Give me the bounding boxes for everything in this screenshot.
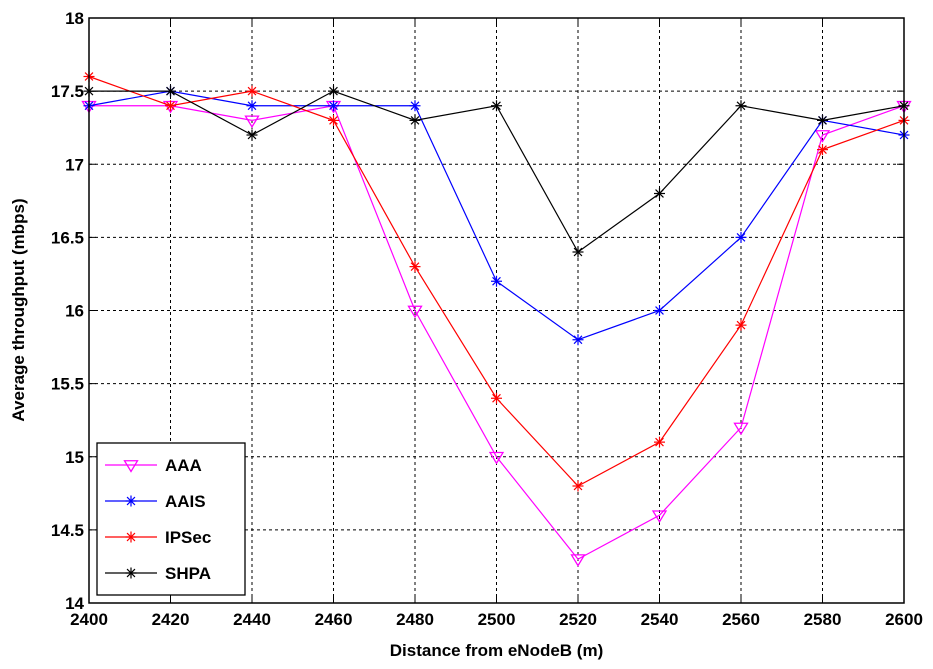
x-tick-label: 2500 xyxy=(478,610,516,629)
data-point-ipsec xyxy=(409,261,421,273)
x-tick-label: 2420 xyxy=(152,610,190,629)
x-tick-label: 2520 xyxy=(559,610,597,629)
data-point-aais xyxy=(328,100,339,112)
data-point-aais xyxy=(246,100,258,112)
y-tick-label: 16.5 xyxy=(51,228,84,247)
x-tick-label: 2400 xyxy=(70,610,108,629)
x-tick-label: 2440 xyxy=(233,610,271,629)
data-point-aaa xyxy=(814,130,831,143)
legend-item-aaa: AAA xyxy=(105,456,202,475)
legend: AAA AAIS IPSec SHPA xyxy=(96,442,246,596)
series-shpa xyxy=(83,85,910,258)
y-tick-label: 15 xyxy=(65,448,84,467)
data-point-ipsec xyxy=(654,436,665,448)
legend-marker xyxy=(125,567,137,579)
data-point-aaa xyxy=(244,115,260,129)
data-point-aais xyxy=(491,275,502,287)
data-point-aaa xyxy=(651,510,668,524)
y-tick-label: 18 xyxy=(65,9,84,28)
data-point-shpa xyxy=(817,114,828,126)
data-point-ipsec xyxy=(735,319,747,331)
x-tick-label: 2480 xyxy=(396,610,434,629)
y-axis-label: Average throughput (mbps) xyxy=(9,198,28,421)
y-tick-label: 17.5 xyxy=(51,82,84,101)
data-point-aais xyxy=(735,231,747,243)
data-point-aaa xyxy=(733,422,749,436)
data-point-aais xyxy=(654,305,665,316)
legend-marker xyxy=(125,495,137,507)
y-tick-label: 14 xyxy=(65,594,84,613)
data-point-ipsec xyxy=(328,114,339,126)
series-ipsec xyxy=(83,71,910,492)
x-tick-label: 2580 xyxy=(804,610,842,629)
series-line-aaa xyxy=(89,105,905,560)
data-point-shpa xyxy=(246,129,258,141)
data-point-aaa xyxy=(570,554,586,567)
data-point-ipsec xyxy=(572,480,584,492)
data-point-shpa xyxy=(572,246,584,258)
legend-item-ipsec: IPSec xyxy=(105,528,211,547)
legend-item-aais: AAIS xyxy=(105,492,206,511)
x-tick-label: 2460 xyxy=(315,610,353,629)
data-point-shpa xyxy=(328,85,339,97)
legend-marker xyxy=(123,460,139,473)
x-tick-label: 2600 xyxy=(885,610,923,629)
data-point-ipsec xyxy=(817,144,828,156)
data-point-ipsec xyxy=(165,100,176,112)
data-point-shpa xyxy=(654,188,665,199)
data-point-shpa xyxy=(165,85,176,97)
y-tick-label: 15.5 xyxy=(51,375,84,394)
y-tick-label: 14.5 xyxy=(51,521,84,540)
x-tick-label: 2560 xyxy=(722,610,760,629)
data-point-aais xyxy=(409,100,421,112)
legend-label-ipsec: IPSec xyxy=(165,528,211,547)
y-tick-label: 17 xyxy=(65,155,84,174)
x-axis-ticks: 2400 2420 2440 2460 2480 2500 2520 2540 2560 2580… xyxy=(70,18,923,629)
y-tick-label: 16 xyxy=(65,302,84,321)
y-axis-ticks: 14 14.5 15 15.5 16 16.5 17 17.5 18 xyxy=(51,9,904,613)
legend-label-aaa: AAA xyxy=(165,456,202,475)
data-point-ipsec xyxy=(246,85,258,97)
data-point-ipsec xyxy=(491,392,502,404)
legend-label-shpa: SHPA xyxy=(165,564,211,583)
data-point-shpa xyxy=(491,100,502,112)
legend-marker xyxy=(125,531,137,543)
data-point-shpa xyxy=(409,114,421,126)
legend-label-aais: AAIS xyxy=(165,492,206,511)
data-point-aaa xyxy=(407,305,423,319)
legend-box xyxy=(96,442,246,596)
x-tick-label: 2540 xyxy=(641,610,679,629)
data-point-aaa xyxy=(488,451,505,465)
data-point-aais xyxy=(572,334,584,346)
x-axis-label: Distance from eNodeB (m) xyxy=(390,641,603,660)
data-point-shpa xyxy=(735,100,747,112)
legend-item-shpa: SHPA xyxy=(105,564,211,583)
